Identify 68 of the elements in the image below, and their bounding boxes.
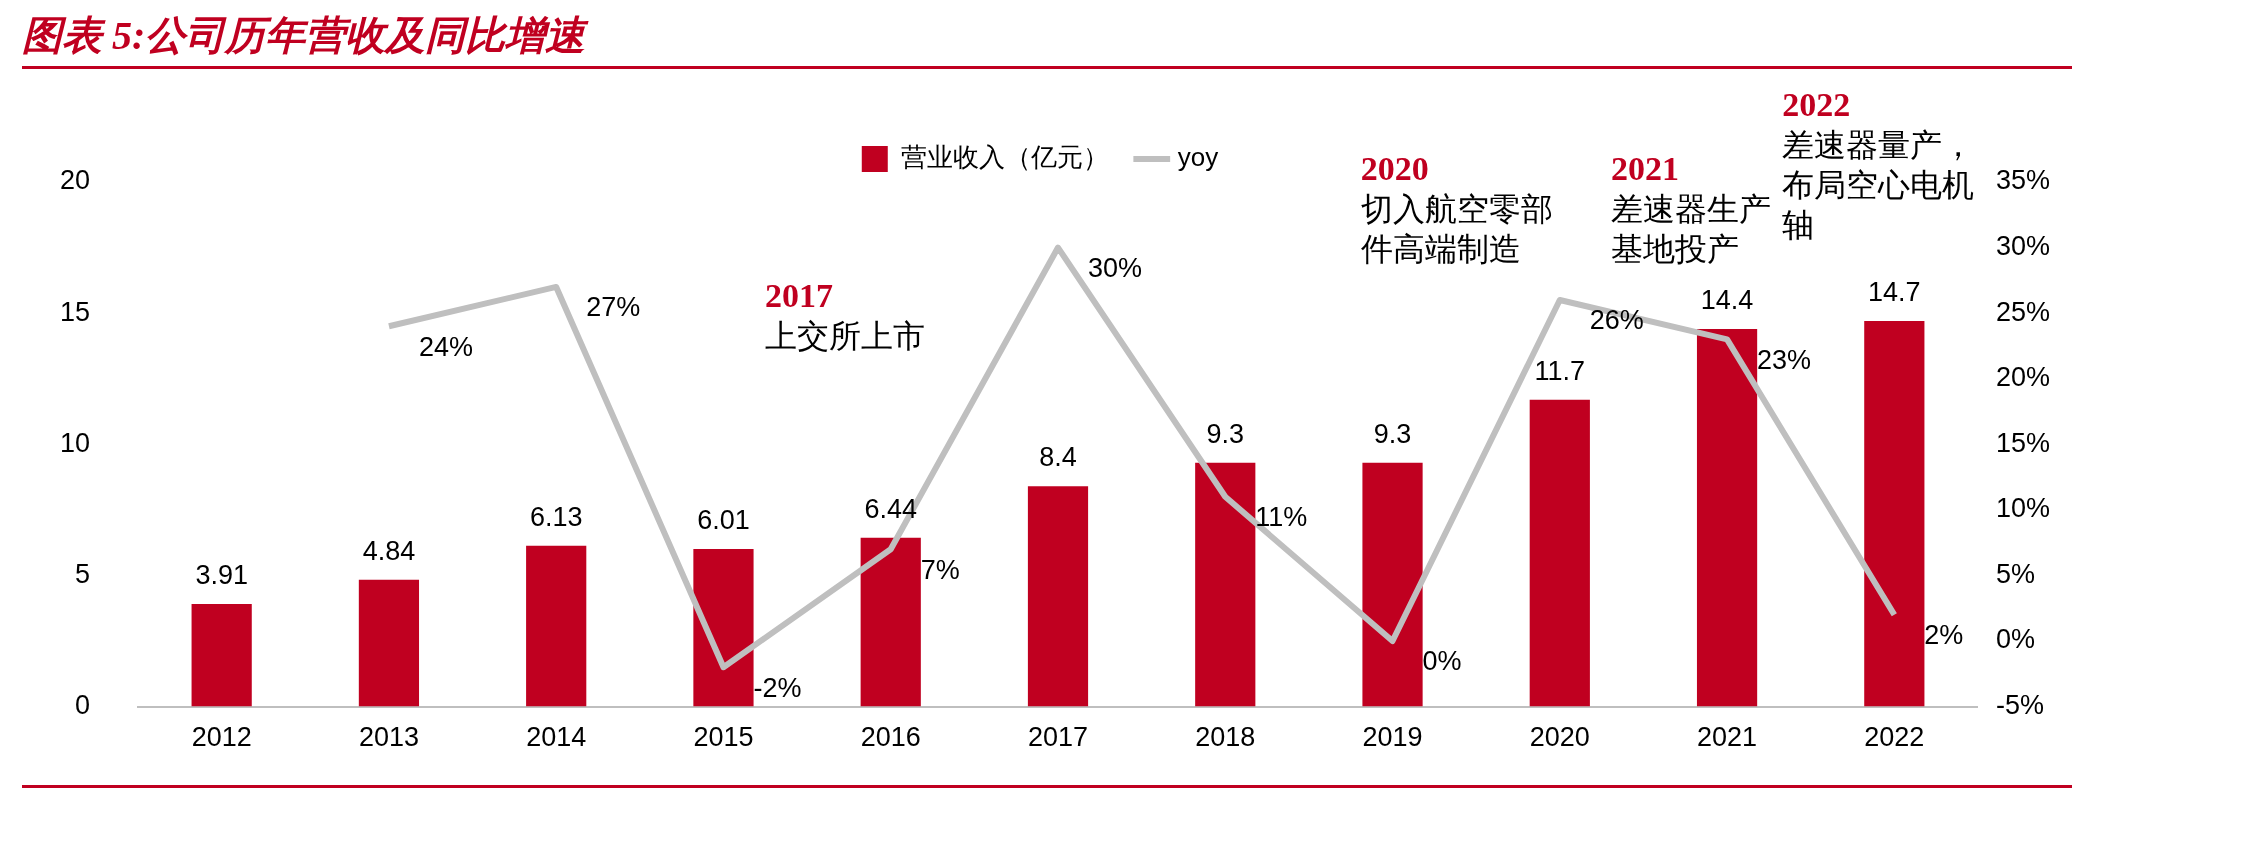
bar <box>526 545 587 707</box>
bar <box>1529 399 1590 707</box>
x-tick-label: 2017 <box>1027 722 1089 753</box>
y-tick-label: 5 <box>75 558 91 589</box>
data-label: 14.7 <box>1868 276 1921 307</box>
y-tick-label: 0 <box>75 690 91 721</box>
y2-tick-label: 5% <box>1995 558 2035 589</box>
data-label: 14.4 <box>1700 284 1754 315</box>
bar <box>1864 321 1925 707</box>
y2-tick-label: 35% <box>1995 165 2051 196</box>
annotation: 差速器生产基地投产 <box>1611 191 1772 268</box>
bar <box>358 579 420 707</box>
bar <box>191 604 252 707</box>
text: 2022 <box>1782 85 1851 123</box>
data-label: 3.91 <box>195 559 248 590</box>
annotation: 2021 <box>1611 149 1680 187</box>
data-label: 2% <box>1924 620 1964 651</box>
annotation: 2020 <box>1360 149 1429 187</box>
data-label: 6.44 <box>864 493 918 524</box>
chart-title: 图表 5:公司历年营收及同比增速 <box>22 8 2072 69</box>
y2-tick-label: 30% <box>1995 231 2051 262</box>
data-label: 23% <box>1757 344 1812 375</box>
annotation: 2017 <box>765 276 833 314</box>
x-tick-label: 2014 <box>526 722 587 753</box>
y-tick-label: 20 <box>59 165 91 196</box>
data-label: -2% <box>753 672 802 703</box>
y2-tick-label: 10% <box>1995 493 2051 524</box>
data-label: 8.4 <box>1039 442 1077 473</box>
y2-tick-label: 20% <box>1995 362 2051 393</box>
data-label: 26% <box>1589 305 1644 336</box>
y2-tick-label: 15% <box>1995 427 2051 458</box>
x-tick-label: 2012 <box>191 722 252 753</box>
data-label: 9.3 <box>1373 418 1412 449</box>
x-tick-label: 2015 <box>693 722 754 753</box>
x-tick-label: 2021 <box>1697 722 1758 753</box>
annotation: 上交所上市 <box>765 318 925 355</box>
x-tick-label: 2016 <box>860 722 921 753</box>
x-tick-label: 2022 <box>1864 722 1925 753</box>
data-label: 4.84 <box>362 535 416 566</box>
bar <box>1195 462 1256 707</box>
x-tick-label: 2019 <box>1362 722 1423 753</box>
bar <box>860 537 921 707</box>
data-label: 6.13 <box>529 501 583 532</box>
data-label: 11.7 <box>1534 355 1586 386</box>
data-label: 11% <box>1255 502 1308 533</box>
x-tick-label: 2020 <box>1529 722 1590 753</box>
data-label: 0% <box>1422 646 1462 677</box>
legend-label: 营业收入（亿元） <box>900 142 1109 173</box>
y2-tick-label: -5% <box>1995 690 2044 721</box>
data-label: 9.3 <box>1206 418 1245 449</box>
legend-label: yoy <box>1177 142 1219 173</box>
data-label: 30% <box>1088 253 1143 284</box>
x-tick-label: 2013 <box>358 722 419 753</box>
bar <box>1362 462 1423 707</box>
data-label: 24% <box>418 331 473 362</box>
y2-tick-label: 25% <box>1995 296 2051 327</box>
data-label: 6.01 <box>697 504 750 535</box>
data-label: 7% <box>920 554 960 585</box>
y-tick-label: 10 <box>59 427 91 458</box>
bar <box>1696 328 1758 707</box>
x-tick-label: 2018 <box>1195 722 1256 753</box>
data-label: 27% <box>586 292 641 323</box>
bar <box>1027 486 1089 707</box>
y-tick-label: 15 <box>59 296 91 327</box>
annotation: 差速器量产，布局空心电机轴 <box>1782 127 1975 244</box>
y2-tick-label: 0% <box>1995 624 2035 655</box>
annotation: 切入航空零部件高端制造 <box>1360 191 1553 268</box>
bar <box>693 548 754 707</box>
